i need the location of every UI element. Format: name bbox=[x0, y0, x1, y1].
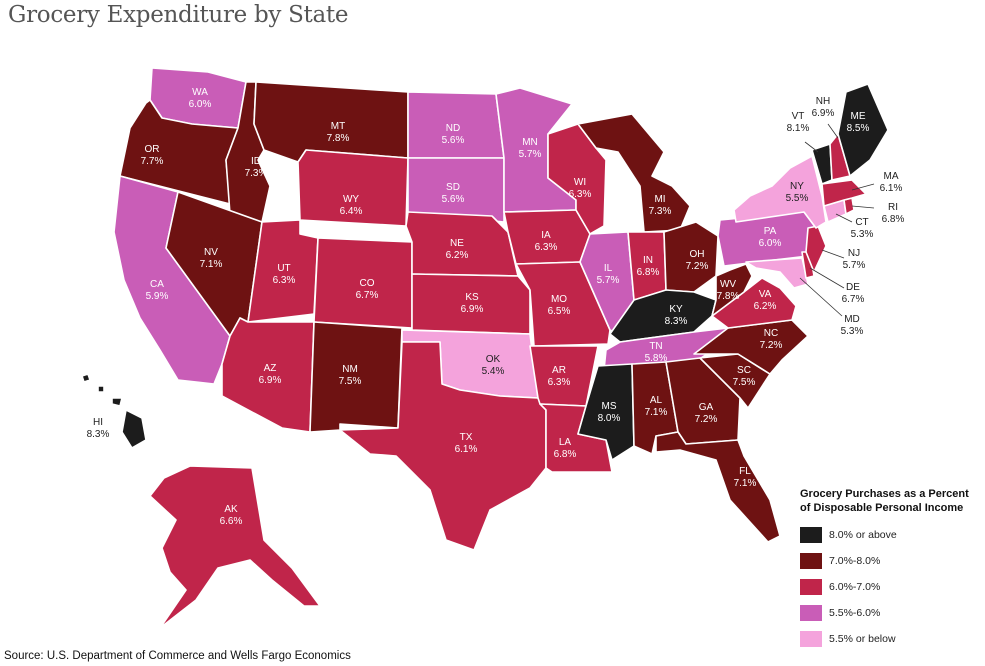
label-MI: MI 7.3% bbox=[649, 194, 672, 217]
label-OH: OH 7.2% bbox=[686, 249, 709, 272]
label-ME: ME 8.5% bbox=[847, 111, 870, 134]
state-WV[interactable] bbox=[711, 263, 753, 317]
label-NJ: NJ 5.7% bbox=[843, 248, 866, 271]
leader-CT bbox=[835, 213, 853, 223]
label-MA: MA 6.1% bbox=[880, 171, 903, 194]
state-HI[interactable] bbox=[81, 373, 147, 449]
state-VA[interactable] bbox=[711, 277, 797, 329]
label-WA: WA 6.0% bbox=[189, 87, 212, 110]
legend-title-line2: of Disposable Personal Income bbox=[800, 502, 964, 514]
label-FL: FL 7.1% bbox=[734, 466, 757, 489]
label-MS: MS 8.0% bbox=[598, 401, 621, 424]
label-ND: ND 5.6% bbox=[442, 123, 465, 146]
state-SD[interactable] bbox=[407, 157, 505, 223]
legend-item: 5.5%-6.0% bbox=[800, 601, 980, 624]
legend-swatch-3 bbox=[800, 578, 822, 595]
legend-item: 8.0% or above bbox=[800, 523, 980, 546]
state-MD[interactable] bbox=[745, 257, 809, 289]
label-IN: IN 6.8% bbox=[637, 255, 660, 278]
label-AZ: AZ 6.9% bbox=[259, 363, 282, 386]
state-TX[interactable] bbox=[339, 341, 547, 551]
label-ID: ID 7.3% bbox=[245, 156, 268, 179]
label-WY: WY 6.4% bbox=[340, 194, 363, 217]
label-AR: AR 6.3% bbox=[548, 365, 571, 388]
label-SC: SC 7.5% bbox=[733, 365, 756, 388]
label-CO: CO 6.7% bbox=[356, 278, 379, 301]
label-VT: VT 8.1% bbox=[787, 111, 810, 134]
label-GA: GA 7.2% bbox=[695, 402, 718, 425]
label-NC: NC 7.2% bbox=[760, 328, 783, 351]
legend-label: 8.0% or above bbox=[829, 528, 897, 541]
state-AK[interactable] bbox=[149, 465, 321, 629]
leader-DE bbox=[809, 267, 845, 289]
label-NY: NY 5.5% bbox=[786, 181, 809, 204]
leader-NJ bbox=[821, 249, 845, 259]
legend-swatch-5 bbox=[800, 630, 822, 647]
legend-swatch-1 bbox=[800, 526, 822, 543]
label-AK: AK 6.6% bbox=[220, 504, 243, 527]
label-HI: HI 8.3% bbox=[87, 417, 110, 440]
state-IN[interactable] bbox=[627, 231, 667, 301]
label-WI: WI 6.3% bbox=[569, 177, 592, 200]
state-NM[interactable] bbox=[309, 321, 403, 433]
leader-MA bbox=[851, 183, 875, 191]
label-VA: VA 6.2% bbox=[754, 289, 777, 312]
label-OK: OK 5.4% bbox=[482, 354, 505, 377]
legend-label: 6.0%-7.0% bbox=[829, 580, 881, 593]
label-KY: KY 8.3% bbox=[665, 304, 688, 327]
label-AL: AL 7.1% bbox=[645, 395, 668, 418]
label-MO: MO 6.5% bbox=[548, 294, 571, 317]
label-KS: KS 6.9% bbox=[461, 292, 484, 315]
map-title: Grocery Expenditure by State bbox=[8, 2, 349, 28]
legend-swatch-2 bbox=[800, 552, 822, 569]
label-SD: SD 5.6% bbox=[442, 182, 465, 205]
state-KS[interactable] bbox=[411, 273, 531, 335]
label-PA: PA 6.0% bbox=[759, 226, 782, 249]
state-ME[interactable] bbox=[837, 83, 889, 177]
label-DE: DE 6.7% bbox=[842, 282, 865, 305]
label-NH: NH 6.9% bbox=[812, 96, 835, 119]
label-MD: MD 5.3% bbox=[841, 314, 864, 337]
label-MN: MN 5.7% bbox=[519, 137, 542, 160]
leader-NH bbox=[827, 123, 839, 139]
legend-item: 5.5% or below bbox=[800, 627, 980, 650]
label-UT: UT 6.3% bbox=[273, 263, 296, 286]
leader-VT bbox=[804, 141, 819, 153]
legend-label: 5.5%-6.0% bbox=[829, 606, 881, 619]
state-WY[interactable] bbox=[297, 149, 409, 227]
label-TX: TX 6.1% bbox=[455, 432, 478, 455]
leader-RI bbox=[851, 205, 875, 209]
legend-item: 7.0%-8.0% bbox=[800, 549, 980, 572]
label-OR: OR 7.7% bbox=[141, 144, 164, 167]
label-RI: RI 6.8% bbox=[882, 202, 905, 225]
label-NE: NE 6.2% bbox=[446, 238, 469, 261]
state-NY[interactable] bbox=[733, 155, 827, 229]
legend-item: 6.0%-7.0% bbox=[800, 575, 980, 598]
label-LA: LA 6.8% bbox=[554, 437, 577, 460]
source-note: Source: U.S. Department of Commerce and … bbox=[4, 650, 351, 662]
state-labels: WA 6.0% OR 7.7% CA 5.9% ID 7.3% NV 7.1% MT 7.8… bbox=[87, 87, 905, 527]
legend-label: 7.0%-8.0% bbox=[829, 554, 881, 567]
legend-title-line1: Grocery Purchases as a Percent bbox=[800, 488, 969, 500]
leader-MD bbox=[799, 277, 843, 317]
state-MA[interactable] bbox=[821, 179, 867, 207]
label-CA: CA 5.9% bbox=[146, 279, 169, 302]
legend-swatch-4 bbox=[800, 604, 822, 621]
label-IL: IL 5.7% bbox=[597, 263, 620, 286]
legend-title: Grocery Purchases as a Percent of Dispos… bbox=[800, 487, 980, 515]
label-NV: NV 7.1% bbox=[200, 247, 223, 270]
label-MT: MT 7.8% bbox=[327, 121, 350, 144]
state-AR[interactable] bbox=[529, 345, 599, 407]
label-CT: CT 5.3% bbox=[851, 217, 874, 240]
label-IA: IA 6.3% bbox=[535, 230, 558, 253]
state-FL[interactable] bbox=[655, 431, 781, 543]
label-NM: NM 7.5% bbox=[339, 364, 362, 387]
legend-label: 5.5% or below bbox=[829, 632, 896, 645]
state-MI[interactable] bbox=[577, 113, 691, 233]
label-TN: TN 5.8% bbox=[645, 341, 668, 364]
label-WV: WV 7.8% bbox=[717, 279, 740, 302]
map-legend: Grocery Purchases as a Percent of Dispos… bbox=[800, 487, 980, 653]
